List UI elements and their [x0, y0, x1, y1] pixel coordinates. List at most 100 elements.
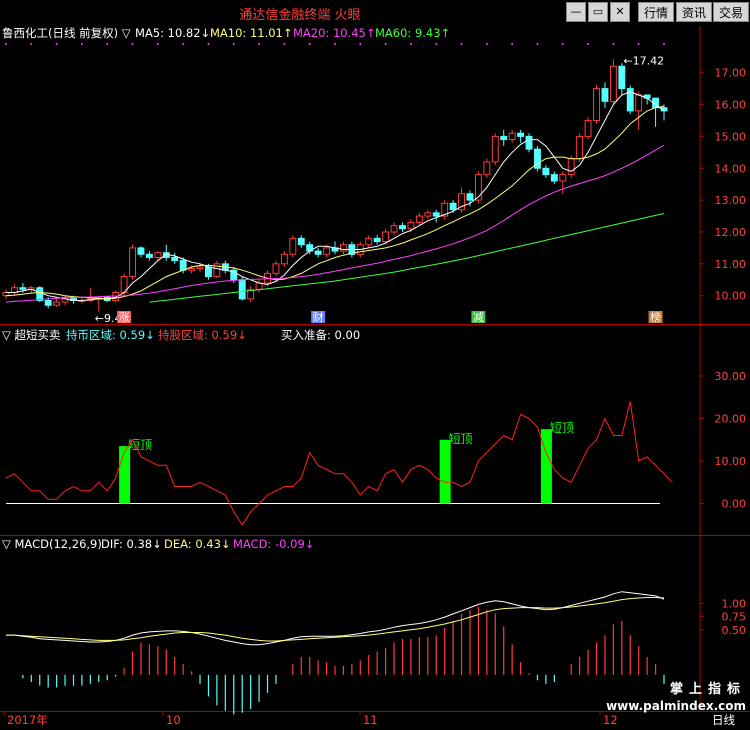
- candle-body: [500, 135, 508, 141]
- chart-background: [0, 26, 750, 710]
- dotted-marker: [55, 43, 58, 45]
- dotted-marker: [384, 43, 387, 45]
- dotted-marker: [587, 43, 590, 45]
- dotted-marker: [308, 43, 311, 45]
- signal-bar: [119, 446, 131, 504]
- trade-button[interactable]: 交易: [713, 2, 749, 22]
- candle-body: [323, 247, 331, 255]
- ma5-label: MA5: 10.82↓: [135, 26, 210, 40]
- candle-body: [373, 237, 381, 243]
- candle-body: [53, 301, 61, 306]
- candle-body: [432, 212, 440, 217]
- ma10-line: [5, 105, 665, 300]
- osc-tick-label: 10.00: [715, 455, 747, 468]
- ma60-label: MA60: 9.43↑: [375, 26, 450, 40]
- dotted-marker: [283, 43, 286, 45]
- candle-body: [171, 256, 179, 262]
- macd-tick-label: 0.75: [722, 611, 747, 624]
- candle-body: [339, 244, 347, 252]
- dotted-marker: [156, 43, 159, 45]
- candle-body: [272, 263, 280, 274]
- candle-body: [399, 225, 406, 230]
- price-tick-label: 16.00: [715, 99, 747, 112]
- osc-tick-label: 0.00: [722, 498, 747, 511]
- dea-line: [6, 597, 665, 642]
- candle-body: [390, 225, 398, 233]
- candle-body: [576, 135, 584, 160]
- ma20-line: [5, 144, 665, 303]
- candle-body: [474, 174, 482, 201]
- dotted-marker: [637, 43, 640, 45]
- signal-bar: [540, 429, 552, 504]
- macd-label: MACD: -0.09↓: [233, 537, 314, 551]
- candle-body: [382, 231, 390, 243]
- candle-body: [255, 282, 263, 290]
- macd-tick-label: 0.50: [722, 624, 747, 637]
- maximize-icon[interactable]: ▭: [588, 2, 608, 22]
- event-marker-box: [117, 311, 132, 323]
- dotted-marker: [80, 43, 83, 45]
- candle-body: [618, 65, 626, 90]
- close-icon[interactable]: ✕: [610, 2, 630, 22]
- candle-body: [179, 260, 187, 271]
- candle-body: [491, 135, 499, 163]
- candle-body: [424, 212, 432, 217]
- candle-body: [145, 253, 153, 258]
- osc-line: [5, 401, 673, 526]
- candle-body: [280, 253, 288, 265]
- price-tick-label: 10.00: [715, 290, 747, 303]
- ma10-label: MA10: 11.01↑: [210, 26, 293, 40]
- candle-body: [567, 158, 575, 176]
- event-marker-box: [311, 311, 326, 323]
- event-marker-label: 涨: [119, 311, 130, 324]
- candle-body: [660, 107, 668, 112]
- dotted-marker: [182, 43, 185, 45]
- candle-body: [542, 167, 550, 176]
- osc-name: ▽ 超短买卖: [2, 328, 61, 342]
- candle-body: [415, 215, 423, 223]
- period-label: 日线: [712, 713, 735, 727]
- dotted-marker: [460, 43, 463, 45]
- dotted-marker: [232, 43, 235, 45]
- candle-body: [483, 161, 491, 176]
- candle-body: [314, 250, 322, 255]
- candle-body: [449, 202, 457, 211]
- candle-body: [137, 247, 145, 255]
- dotted-marker: [612, 43, 615, 45]
- price-tick-label: 13.00: [715, 194, 747, 207]
- candle-body: [213, 263, 221, 278]
- dea-label: DEA: 0.43↓: [164, 537, 231, 551]
- candle-body: [593, 88, 600, 121]
- minimize-icon[interactable]: —: [566, 2, 586, 22]
- price-tick-label: 17.00: [715, 67, 747, 80]
- price-tick-label: 12.00: [715, 226, 747, 239]
- watermark-url: www.palmindex.com: [606, 699, 746, 713]
- quotes-button[interactable]: 行情: [638, 2, 674, 22]
- macd-tick-label: 1.00: [722, 597, 747, 610]
- dotted-marker: [663, 43, 665, 45]
- candle-body: [154, 252, 162, 258]
- dotted-marker: [30, 43, 33, 45]
- candle-body: [230, 269, 238, 281]
- dotted-marker: [5, 43, 7, 45]
- window-title: 通达信金融终端 火眼: [239, 8, 361, 23]
- candle-body: [238, 279, 246, 300]
- dotted-marker: [485, 43, 488, 45]
- candle-body: [365, 237, 373, 246]
- watermark: 掌上指标 www.palmindex.com: [606, 682, 746, 714]
- event-marker-label: 减: [473, 311, 484, 324]
- dotted-marker: [536, 43, 539, 45]
- candle-body: [297, 237, 305, 246]
- candle-body: [205, 266, 212, 278]
- time-label: 11: [363, 713, 378, 727]
- signal-bar: [439, 439, 451, 504]
- candle-body: [626, 88, 634, 112]
- time-label: 10: [166, 713, 181, 727]
- news-button[interactable]: 资讯: [676, 2, 712, 22]
- time-label: 2017年: [7, 713, 48, 727]
- candle-body: [525, 135, 533, 150]
- watermark-title: 掌上指标: [669, 682, 746, 697]
- osc-label-2: 持股区域: 0.59↓: [158, 328, 247, 342]
- dotted-marker: [409, 43, 412, 45]
